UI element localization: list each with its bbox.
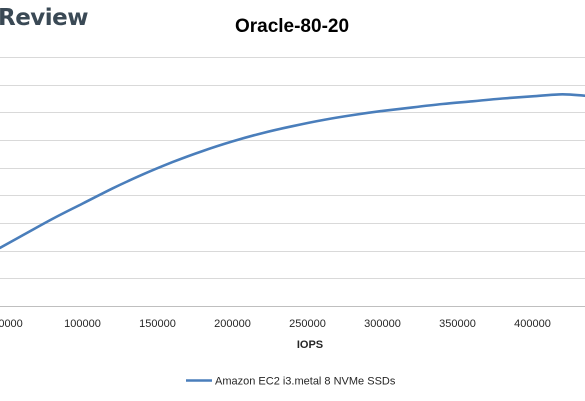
x-tick-label: 400000 bbox=[514, 318, 551, 330]
legend-label: Amazon EC2 i3.metal 8 NVMe SSDs bbox=[215, 376, 396, 388]
x-tick-label: 200000 bbox=[214, 318, 251, 330]
gridlines bbox=[0, 57, 585, 307]
x-axis-title: IOPS bbox=[297, 339, 323, 351]
chart-title: Oracle-80-20 bbox=[235, 16, 349, 37]
series-line bbox=[0, 93, 585, 250]
x-tick-label: 50000 bbox=[0, 318, 23, 330]
series-layer bbox=[0, 93, 585, 250]
brand-logo-text: Review bbox=[0, 5, 89, 31]
x-tick-label: 350000 bbox=[439, 318, 476, 330]
x-tick-label: 300000 bbox=[364, 318, 401, 330]
x-tick-label: 150000 bbox=[139, 318, 176, 330]
legend: Amazon EC2 i3.metal 8 NVMe SSDs bbox=[186, 376, 396, 388]
x-tick-label: 100000 bbox=[64, 318, 101, 330]
x-tick-label: 250000 bbox=[289, 318, 326, 330]
x-axis: 50000 100000 150000 200000 250000 300000 35000… bbox=[0, 306, 585, 330]
